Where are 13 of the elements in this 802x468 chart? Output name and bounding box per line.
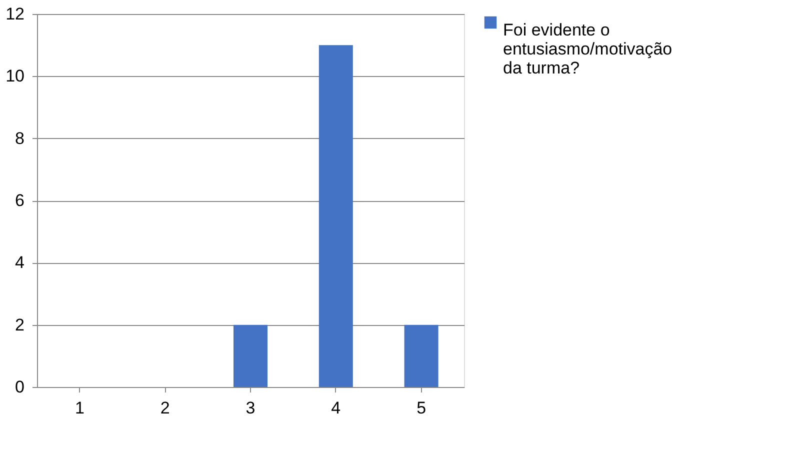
y-tick-label: 10 — [6, 66, 24, 86]
y-tick-label: 0 — [15, 378, 24, 396]
y-tick-label: 4 — [15, 253, 24, 272]
x-tick-label: 1 — [74, 398, 84, 418]
y-tick-label: 6 — [15, 191, 24, 210]
x-tick-label: 4 — [331, 398, 341, 418]
x-tick-label: 5 — [416, 398, 426, 418]
legend-label: Foi evidente o entusiasmo/motivação da turma? — [503, 20, 672, 78]
y-tick-label: 12 — [6, 4, 24, 24]
y-tick-label: 8 — [15, 128, 24, 148]
x-tick-label: 3 — [246, 398, 256, 418]
x-tick-label: 2 — [160, 398, 170, 418]
y-tick-label: 2 — [15, 315, 24, 334]
